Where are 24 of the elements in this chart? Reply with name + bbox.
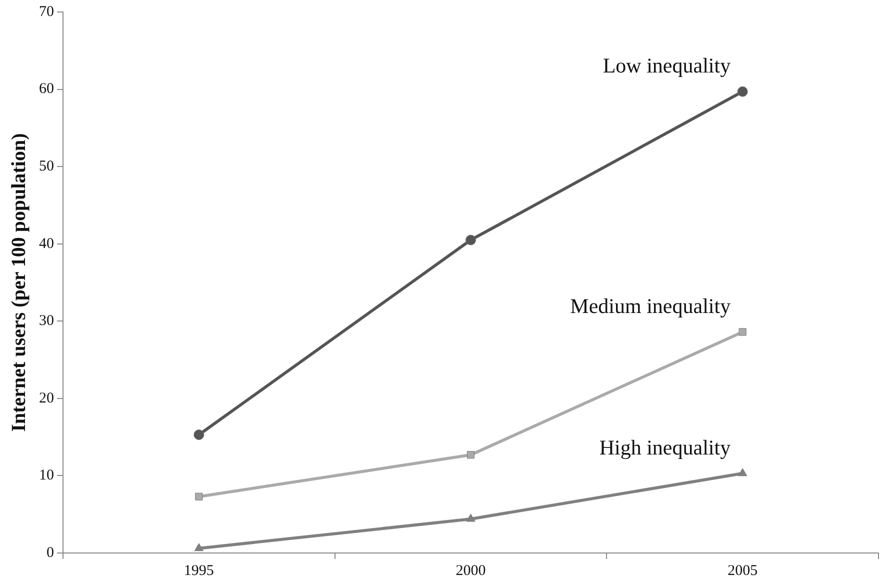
y-tick-label: 70: [39, 4, 54, 20]
point: [737, 86, 748, 97]
point: [466, 514, 476, 522]
y-tick-label: 20: [39, 390, 54, 406]
point: [738, 468, 748, 476]
y-tick-label: 0: [46, 544, 54, 561]
series-label: High inequality: [599, 435, 732, 460]
point: [194, 543, 204, 552]
point: [738, 328, 746, 336]
y-tick-label: 10: [39, 468, 54, 484]
x-tick-label: 2005: [728, 562, 758, 579]
point: [194, 430, 204, 440]
series-label: Medium inequality: [570, 294, 732, 318]
series-label: Low inequality: [602, 54, 732, 78]
y-tick-label: 40: [39, 236, 54, 252]
point: [466, 451, 475, 459]
y-tick-label: 60: [39, 81, 54, 98]
point: [466, 234, 476, 246]
y-tick-label: 30: [39, 313, 54, 330]
x-tick-label: 1995: [184, 562, 214, 579]
y-axis-title: Internet users (per 100 population): [8, 133, 30, 432]
y-tick-label: 50: [39, 158, 54, 175]
point: [195, 492, 203, 500]
x-tick-label: 2000: [456, 562, 486, 579]
